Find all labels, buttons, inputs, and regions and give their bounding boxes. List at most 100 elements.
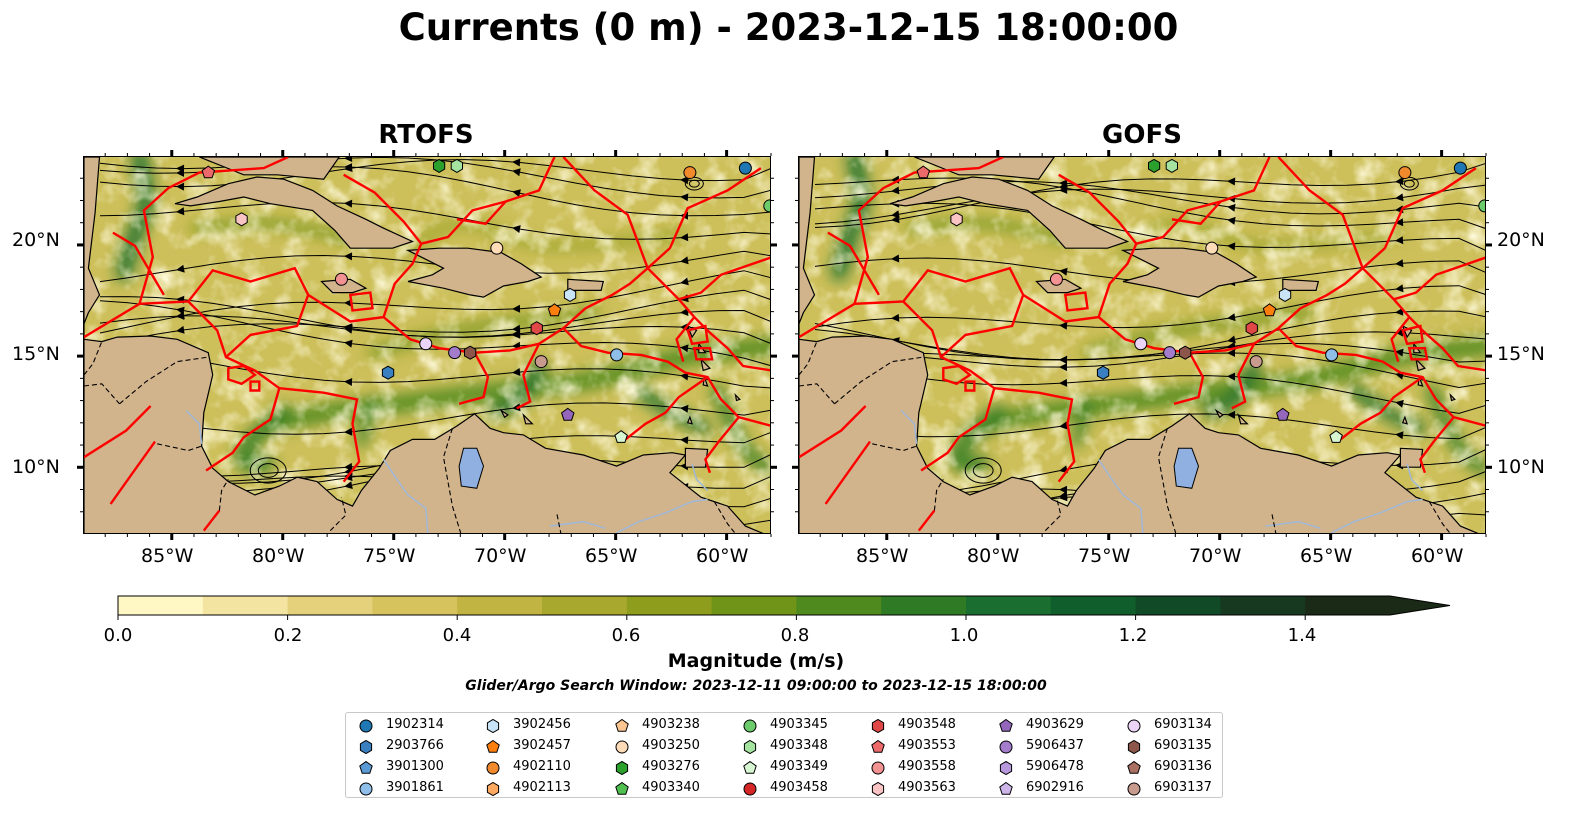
- float-marker-4903558: [334, 272, 348, 286]
- float-marker-5906437: [1163, 346, 1177, 360]
- colorbar-segment: [966, 596, 1052, 615]
- legend-marker-6903136: [1127, 760, 1141, 774]
- lon-tick-label: 60°W: [1411, 545, 1464, 567]
- float-marker-2903766: [1096, 365, 1110, 380]
- panel-title-gofs: GOFS: [1102, 120, 1182, 150]
- hexagon-marker-icon: [999, 760, 1013, 776]
- legend-marker-6903135: [1127, 739, 1141, 755]
- circle-marker-icon: [1127, 719, 1141, 733]
- float-marker-4902110: [683, 166, 697, 180]
- legend-label: 5906478: [1026, 759, 1084, 774]
- legend-label: 4903238: [642, 717, 700, 732]
- legend: 1902314 2903766 3901300 3901861 3902456 39024…: [345, 712, 1223, 798]
- colorbar-tick-label: 1.2: [1118, 625, 1148, 646]
- colorbar-tick-label: 0.0: [103, 625, 133, 646]
- float-marker-4903348: [1165, 158, 1178, 173]
- float-marker-6903135: [1179, 345, 1192, 360]
- lon-tick-label: 70°W: [474, 545, 527, 567]
- colorbar-tick-label: 1.4: [1287, 625, 1317, 646]
- legend-marker-3901861: [359, 782, 373, 796]
- float-marker-4903345: [1478, 199, 1485, 213]
- hexagon-marker-icon: [743, 739, 757, 755]
- legend-marker-4903238: [615, 718, 629, 732]
- legend-marker-4902110: [486, 761, 500, 775]
- legend-marker-4902113: [486, 781, 500, 797]
- float-marker-6903134: [1134, 337, 1148, 351]
- float-marker-2903766: [381, 365, 395, 380]
- colorbar-segment: [626, 596, 713, 615]
- map-panel-gofs: [798, 156, 1486, 534]
- colorbar-segment: [287, 596, 373, 615]
- float-marker-6903137: [1249, 355, 1263, 369]
- legend-label: 3902457: [513, 738, 571, 753]
- pentagon-marker-icon: [871, 739, 885, 753]
- legend-marker-3901300: [359, 760, 373, 774]
- legend-label: 4902110: [513, 759, 571, 774]
- colorbar-segment: [542, 596, 628, 615]
- float-marker-6903135: [464, 345, 477, 360]
- circle-marker-icon: [615, 740, 629, 754]
- float-marker-3902457: [1262, 303, 1277, 317]
- legend-marker-6903137: [1127, 782, 1141, 796]
- colorbar-segment: [202, 596, 289, 615]
- legend-marker-4903340: [615, 781, 629, 795]
- legend-label: 4903250: [642, 738, 700, 753]
- circle-marker-icon: [359, 782, 373, 796]
- colorbar-tick-label: 0.2: [273, 625, 303, 646]
- legend-marker-5906437: [999, 740, 1013, 754]
- rivers: [185, 409, 709, 533]
- eez-boundaries: [799, 157, 1485, 532]
- float-marker-3901861: [1325, 348, 1339, 362]
- float-marker-4903348: [450, 158, 463, 173]
- colorbar-segment: [118, 596, 204, 615]
- colorbar-segment: [372, 596, 458, 615]
- float-marker-3902456: [1278, 287, 1292, 302]
- lon-tick-label: 75°W: [363, 545, 416, 567]
- colorbar-segment: [1220, 596, 1306, 615]
- lat-tick-label-left: 20°N: [12, 229, 60, 251]
- country-borders: [799, 341, 1451, 533]
- colorbar-label: Magnitude (m/s): [667, 650, 845, 672]
- colorbar-segment: [796, 596, 882, 615]
- circle-marker-icon: [743, 719, 757, 733]
- legend-marker-4903345: [743, 719, 757, 733]
- float-marker-4903345: [763, 199, 770, 213]
- pentagon-marker-icon: [359, 760, 373, 774]
- float-marker-4903276: [433, 158, 446, 173]
- search-window-note: Glider/Argo Search Window: 2023-12-11 09…: [465, 678, 1047, 694]
- legend-label: 6902916: [1026, 780, 1084, 795]
- float-marker-4903250: [1205, 241, 1219, 255]
- panel-title-rtofs: RTOFS: [378, 120, 474, 150]
- colorbar-segment: [457, 596, 543, 615]
- float-marker-3902457: [547, 303, 562, 317]
- circle-marker-icon: [999, 740, 1013, 754]
- hexagon-marker-icon: [359, 739, 373, 755]
- eez-boundaries: [84, 157, 770, 532]
- legend-label: 2903766: [386, 738, 444, 753]
- legend-label: 4903553: [898, 738, 956, 753]
- float-marker-4903548: [530, 321, 543, 336]
- legend-label: 4903563: [898, 780, 956, 795]
- colorbar-tick-label: 1.0: [949, 625, 979, 646]
- circle-marker-icon: [486, 761, 500, 775]
- legend-label: 4903348: [770, 738, 828, 753]
- float-marker-3902456: [563, 287, 577, 302]
- circle-marker-icon: [359, 719, 373, 733]
- legend-marker-4903548: [871, 718, 885, 734]
- map-rtofs: [84, 157, 770, 533]
- legend-marker-4903563: [871, 781, 885, 797]
- legend-marker-4903553: [871, 739, 885, 753]
- country-borders: [84, 341, 736, 533]
- legend-label: 5906437: [1026, 738, 1084, 753]
- lat-tick-label-right: 20°N: [1497, 229, 1545, 251]
- float-marker-4903558: [1049, 272, 1063, 286]
- lon-tick-label: 65°W: [585, 545, 638, 567]
- float-marker-4903563: [235, 212, 248, 227]
- float-markers: [916, 158, 1485, 443]
- lon-tick-label: 65°W: [1300, 545, 1353, 567]
- lat-tick-label-right: 10°N: [1497, 456, 1545, 478]
- float-marker-4903563: [950, 212, 963, 227]
- legend-label: 4903458: [770, 780, 828, 795]
- colorbar-segment: [1305, 596, 1391, 615]
- legend-label: 3901300: [386, 759, 444, 774]
